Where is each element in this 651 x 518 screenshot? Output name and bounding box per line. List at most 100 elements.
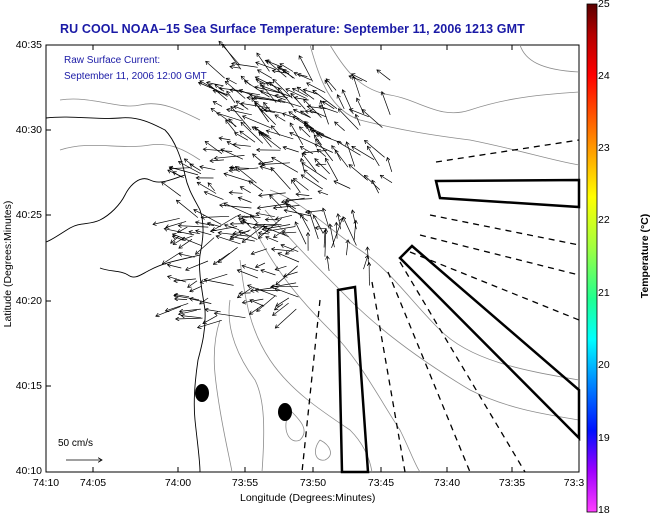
current-vector <box>284 271 298 276</box>
current-vector <box>336 222 337 239</box>
current-vector <box>290 123 304 145</box>
current-vector <box>207 223 221 228</box>
current-vector <box>162 182 182 197</box>
radial-lines <box>301 139 580 473</box>
current-vector <box>234 106 244 111</box>
current-vector <box>256 79 266 85</box>
current-vector <box>304 99 322 118</box>
current-vector <box>364 175 381 190</box>
current-vector <box>325 80 333 93</box>
current-vector <box>294 110 311 119</box>
current-vector <box>230 168 249 169</box>
current-vector <box>219 41 241 66</box>
current-vector <box>167 265 182 269</box>
current-vector <box>275 288 299 298</box>
current-vector <box>274 228 286 237</box>
current-vector <box>217 113 243 122</box>
current-vector <box>214 155 245 158</box>
current-vector <box>224 203 252 216</box>
current-vector <box>261 86 291 97</box>
colorbar-tick-label: 20 <box>598 359 610 371</box>
beam-outlines <box>336 178 581 474</box>
current-vector <box>224 174 254 184</box>
current-vector <box>226 120 236 133</box>
current-vector <box>275 303 284 310</box>
x-tick-label: 74:10 <box>32 477 60 489</box>
current-vector <box>170 168 191 169</box>
current-vector <box>289 112 314 130</box>
current-vector <box>255 87 282 94</box>
current-vector <box>256 213 275 218</box>
current-vector <box>281 245 299 252</box>
current-vector <box>272 249 294 252</box>
y-tick-label: 40:30 <box>15 124 42 136</box>
current-vector <box>204 192 224 200</box>
current-vector <box>338 109 359 130</box>
current-vector <box>313 90 338 109</box>
current-vector <box>312 131 324 136</box>
y-tick-label: 40:35 <box>15 39 42 51</box>
current-vector <box>190 286 202 291</box>
current-vector <box>258 70 273 79</box>
current-vector <box>233 145 251 147</box>
current-vector <box>332 146 349 168</box>
current-vector <box>258 218 282 238</box>
x-tick-label: 73:55 <box>231 477 259 489</box>
current-vector <box>252 98 269 123</box>
current-vector <box>250 215 258 223</box>
current-vector <box>315 159 330 175</box>
current-vector <box>266 226 296 232</box>
current-vector <box>236 101 249 110</box>
current-vector <box>275 115 286 122</box>
current-vector <box>235 133 248 141</box>
current-vector <box>286 89 307 99</box>
colorbar-tick-label: 21 <box>598 287 610 299</box>
current-vector <box>291 93 306 110</box>
current-vector <box>309 211 319 240</box>
current-vector <box>293 88 308 97</box>
current-vector <box>232 64 258 68</box>
current-vector <box>186 260 209 270</box>
current-vector <box>286 246 297 254</box>
current-vector <box>226 78 237 85</box>
current-vector <box>168 276 187 283</box>
current-vector <box>171 236 180 243</box>
current-vector <box>260 133 271 139</box>
current-vector <box>270 195 283 209</box>
current-vector <box>213 252 230 264</box>
current-vector <box>347 142 356 167</box>
current-vector <box>372 180 380 194</box>
current-vector <box>324 230 325 248</box>
current-vector <box>271 168 291 190</box>
surface-current-vectors <box>153 41 393 328</box>
current-vector <box>266 237 279 243</box>
current-vector <box>257 295 276 312</box>
scale-label: 50 cm/s <box>58 438 94 449</box>
current-vector <box>353 76 361 97</box>
plot-frame <box>45 44 580 473</box>
current-vector <box>302 163 327 180</box>
current-vector <box>223 44 242 70</box>
current-vector <box>180 308 201 311</box>
current-vector <box>241 122 264 144</box>
current-vector <box>242 266 259 272</box>
current-vector <box>330 224 335 248</box>
current-vector <box>173 234 202 246</box>
current-vector <box>338 214 341 230</box>
x-axis-label: Longitude (Degrees:Minutes) <box>240 492 376 504</box>
current-vector <box>257 53 270 72</box>
current-vector <box>211 226 238 232</box>
colorbar-tick-label: 23 <box>598 142 610 154</box>
current-vector <box>321 101 329 125</box>
beam-south <box>336 285 370 474</box>
current-vector <box>290 133 318 146</box>
current-vector <box>286 199 313 201</box>
annotation-line-2: September 11, 2006 12:00 GMT <box>64 71 207 82</box>
current-vector <box>365 140 385 158</box>
colorbar-tick-label: 24 <box>598 70 610 82</box>
current-vector <box>259 233 269 234</box>
current-vector <box>211 108 237 127</box>
current-vector <box>283 147 299 153</box>
